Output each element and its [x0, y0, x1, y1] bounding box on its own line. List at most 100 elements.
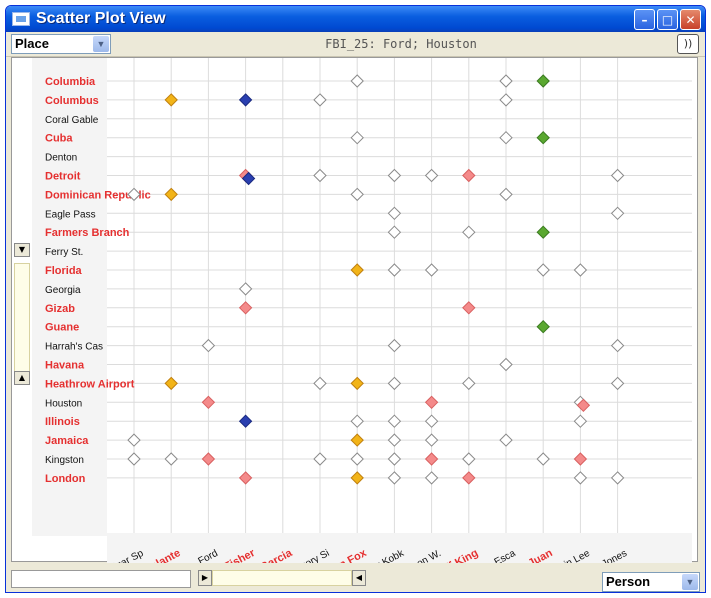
scatter-point[interactable]: [238, 471, 253, 485]
scatter-point[interactable]: [238, 301, 253, 315]
scatter-point[interactable]: [387, 225, 402, 239]
scatter-point[interactable]: [573, 414, 588, 428]
scatter-point[interactable]: [350, 414, 364, 428]
scatter-point[interactable]: [499, 433, 513, 447]
scatter-point[interactable]: [536, 130, 550, 145]
scatter-point[interactable]: [201, 395, 216, 410]
y-axis-label[interactable]: Jamaica: [45, 435, 89, 447]
y-axis-label[interactable]: Georgia: [45, 285, 81, 296]
scatter-point[interactable]: [573, 471, 588, 485]
y-axis-label[interactable]: Harrah's Cas: [45, 342, 103, 353]
vertical-scrollbar[interactable]: ▼ ▲: [14, 243, 32, 433]
scatter-point[interactable]: [241, 171, 256, 186]
scatter-point[interactable]: [313, 168, 327, 183]
y-axis-label[interactable]: Illinois: [45, 416, 80, 428]
x-attribute-select[interactable]: Person ▼: [602, 572, 700, 592]
y-axis-label[interactable]: Kingston: [45, 455, 84, 466]
scatter-point[interactable]: [164, 376, 178, 391]
scatter-point[interactable]: [462, 168, 476, 183]
y-axis-label[interactable]: Denton: [45, 153, 77, 164]
close-button[interactable]: ✕: [680, 9, 701, 30]
scatter-point[interactable]: [350, 263, 364, 277]
scatter-point[interactable]: [164, 187, 178, 202]
horizontal-scrollbar[interactable]: ▶ ◀: [198, 570, 378, 588]
scatter-point[interactable]: [424, 471, 439, 485]
scatter-point[interactable]: [536, 319, 550, 334]
scatter-point[interactable]: [462, 225, 476, 239]
scatter-point[interactable]: [536, 74, 550, 88]
scatter-point[interactable]: [127, 433, 141, 447]
scatter-point[interactable]: [201, 338, 216, 353]
chevron-down-icon[interactable]: ▼: [682, 574, 698, 590]
scatter-point[interactable]: [238, 414, 253, 428]
scatter-point[interactable]: [164, 93, 178, 107]
scroll-right-button[interactable]: ▶: [198, 570, 212, 586]
y-attribute-select[interactable]: Place ▼: [11, 34, 111, 54]
scatter-point[interactable]: [424, 263, 439, 277]
scatter-point[interactable]: [387, 206, 402, 221]
scatter-point[interactable]: [313, 93, 327, 107]
scatter-point[interactable]: [424, 433, 439, 447]
scatter-point[interactable]: [573, 263, 588, 277]
scatter-point[interactable]: [499, 187, 513, 202]
scatter-point[interactable]: [610, 206, 625, 221]
scatter-point[interactable]: [127, 187, 141, 202]
y-axis-label[interactable]: Farmers Branch: [45, 227, 130, 239]
scatter-point[interactable]: [350, 452, 364, 466]
y-axis-label[interactable]: Detroit: [45, 171, 81, 183]
scatter-point[interactable]: [164, 452, 178, 466]
vertical-scroll-thumb[interactable]: [14, 263, 30, 373]
y-axis-label[interactable]: Gizab: [45, 303, 75, 315]
scatter-point[interactable]: [238, 282, 253, 296]
sound-button[interactable]: )): [677, 34, 699, 54]
scatter-point[interactable]: [424, 168, 439, 183]
scatter-point[interactable]: [387, 471, 402, 485]
scatter-point[interactable]: [536, 263, 550, 277]
scatter-point[interactable]: [576, 398, 591, 413]
scatter-point[interactable]: [387, 338, 402, 353]
minimize-button[interactable]: –: [634, 9, 655, 30]
scatter-point[interactable]: [424, 452, 439, 466]
scatter-point[interactable]: [387, 376, 402, 391]
scatter-point[interactable]: [573, 452, 588, 466]
y-axis-label[interactable]: Ferry St.: [45, 247, 83, 258]
y-axis-label[interactable]: Houston: [45, 398, 82, 409]
horizontal-scroll-thumb[interactable]: [212, 570, 352, 586]
y-axis-label[interactable]: Heathrow Airport: [45, 378, 135, 390]
scatter-point[interactable]: [610, 376, 625, 391]
scroll-up-button[interactable]: ▼: [14, 243, 30, 257]
x-range-field[interactable]: [11, 570, 191, 588]
scatter-point[interactable]: [350, 376, 364, 391]
scatter-point[interactable]: [201, 452, 216, 466]
scatter-point[interactable]: [424, 414, 439, 428]
y-axis-label[interactable]: Columbia: [45, 76, 96, 88]
scatter-point[interactable]: [499, 130, 513, 145]
scatter-point[interactable]: [350, 74, 364, 88]
scatter-point[interactable]: [462, 376, 476, 391]
scatter-point[interactable]: [387, 263, 402, 277]
y-axis-label[interactable]: London: [45, 473, 86, 485]
scatter-plot-area[interactable]: Columbia Columbus Coral Gable Cuba Denton Det…: [11, 57, 698, 563]
scatter-point[interactable]: [499, 357, 513, 372]
scatter-point[interactable]: [424, 395, 439, 410]
scatter-point[interactable]: [350, 433, 364, 447]
y-axis-label[interactable]: Cuba: [45, 133, 73, 145]
scroll-left-button[interactable]: ◀: [352, 570, 366, 586]
y-axis-label[interactable]: Columbus: [45, 95, 99, 107]
scatter-point[interactable]: [313, 376, 327, 391]
scatter-point[interactable]: [350, 471, 364, 485]
y-axis-label[interactable]: Guane: [45, 322, 79, 334]
scatter-point[interactable]: [462, 471, 476, 485]
scatter-point[interactable]: [387, 433, 402, 447]
chevron-down-icon[interactable]: ▼: [93, 36, 109, 52]
y-axis-label[interactable]: Havana: [45, 360, 85, 372]
scatter-point[interactable]: [350, 187, 364, 202]
y-axis-label[interactable]: Coral Gable: [45, 115, 99, 126]
scatter-point[interactable]: [462, 301, 476, 315]
scatter-point[interactable]: [350, 130, 364, 145]
scatter-point[interactable]: [127, 452, 141, 466]
scatter-point[interactable]: [610, 471, 625, 485]
scatter-point[interactable]: [610, 168, 625, 183]
y-axis-label[interactable]: Dominican Republic: [45, 189, 151, 201]
scatter-point[interactable]: [387, 452, 402, 466]
